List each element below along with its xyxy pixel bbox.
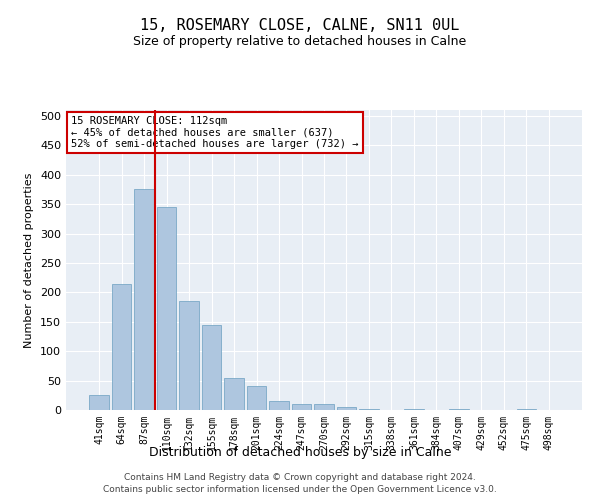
Bar xyxy=(449,409,469,410)
Bar xyxy=(359,409,379,410)
Bar xyxy=(202,324,221,410)
Text: Contains HM Land Registry data © Crown copyright and database right 2024.: Contains HM Land Registry data © Crown c… xyxy=(124,473,476,482)
Text: Distribution of detached houses by size in Calne: Distribution of detached houses by size … xyxy=(149,446,451,459)
Bar xyxy=(134,190,154,410)
Bar xyxy=(224,378,244,410)
Y-axis label: Number of detached properties: Number of detached properties xyxy=(25,172,34,348)
Text: 15, ROSEMARY CLOSE, CALNE, SN11 0UL: 15, ROSEMARY CLOSE, CALNE, SN11 0UL xyxy=(140,18,460,32)
Text: 15 ROSEMARY CLOSE: 112sqm
← 45% of detached houses are smaller (637)
52% of semi: 15 ROSEMARY CLOSE: 112sqm ← 45% of detac… xyxy=(71,116,359,149)
Bar xyxy=(269,401,289,410)
Bar xyxy=(179,301,199,410)
Bar xyxy=(157,207,176,410)
Text: Contains public sector information licensed under the Open Government Licence v3: Contains public sector information licen… xyxy=(103,486,497,494)
Text: Size of property relative to detached houses in Calne: Size of property relative to detached ho… xyxy=(133,35,467,48)
Bar xyxy=(337,407,356,410)
Bar xyxy=(404,409,424,410)
Bar xyxy=(247,386,266,410)
Bar xyxy=(292,404,311,410)
Bar xyxy=(89,396,109,410)
Bar xyxy=(517,409,536,410)
Bar xyxy=(314,404,334,410)
Bar xyxy=(112,284,131,410)
